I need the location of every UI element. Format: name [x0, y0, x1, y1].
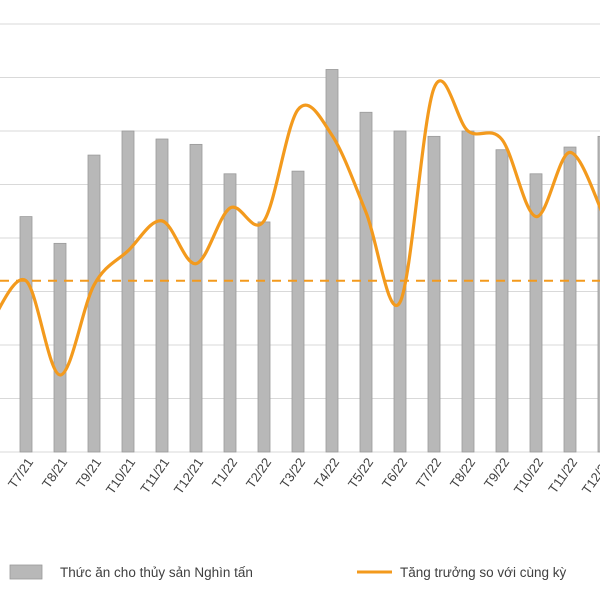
- bar-T8/22: [461, 130, 475, 453]
- x-tick-label: T9/22: [481, 455, 512, 491]
- x-tick-label: T6/22: [379, 455, 410, 491]
- x-tick-label: T8/22: [447, 455, 478, 491]
- x-tick-label: T4/22: [311, 455, 342, 491]
- bar-T6/22: [393, 130, 407, 453]
- bar-T7/21: [19, 216, 33, 453]
- x-tick-label: T9/21: [73, 455, 104, 491]
- bar-T9/21: [87, 154, 101, 453]
- x-tick-label: T3/22: [277, 455, 308, 491]
- legend-bar-swatch: [9, 564, 43, 580]
- bar-T3/22: [291, 170, 305, 453]
- growth-line-series: [0, 79, 600, 377]
- bar-T10/21: [121, 130, 135, 453]
- x-tick-label: T2/22: [243, 455, 274, 491]
- x-tick-label: T7/22: [413, 455, 444, 491]
- x-tick-label: T12/21: [171, 455, 207, 497]
- bar-T2/22: [257, 221, 271, 453]
- bar-T4/22: [325, 69, 339, 453]
- legend-bar-label: Thức ăn cho thủy sản Nghìn tấn: [60, 565, 253, 580]
- x-tick-label: T11/21: [137, 455, 172, 496]
- bar-T1/22: [223, 173, 237, 453]
- x-tick-label: T5/22: [345, 455, 376, 491]
- x-tick-label: T1/22: [209, 455, 240, 491]
- bar-T12/21: [189, 143, 203, 453]
- bar-T11/21: [155, 138, 169, 453]
- bar-T9/22: [495, 149, 509, 453]
- legend: Thức ăn cho thủy sản Nghìn tấn Tăng trưở…: [9, 564, 567, 580]
- bar-T7/22: [427, 135, 441, 453]
- x-tick-label: T8/21: [39, 455, 70, 491]
- x-tick-label: T11/22: [545, 455, 580, 496]
- legend-line-label: Tăng trưởng so với cùng kỳ: [400, 565, 567, 580]
- bar-T10/22: [529, 173, 543, 453]
- bar-T11/22: [563, 146, 577, 453]
- x-tick-label: T7/21: [5, 455, 36, 491]
- bar-T8/21: [53, 242, 67, 453]
- x-tick-label: T12/22: [579, 455, 600, 497]
- bar-T5/22: [359, 111, 373, 453]
- bar-T12/22: [597, 135, 600, 453]
- x-tick-label: T10/22: [511, 455, 547, 497]
- x-tick-label: T10/21: [103, 455, 139, 497]
- bar-series: [19, 69, 600, 453]
